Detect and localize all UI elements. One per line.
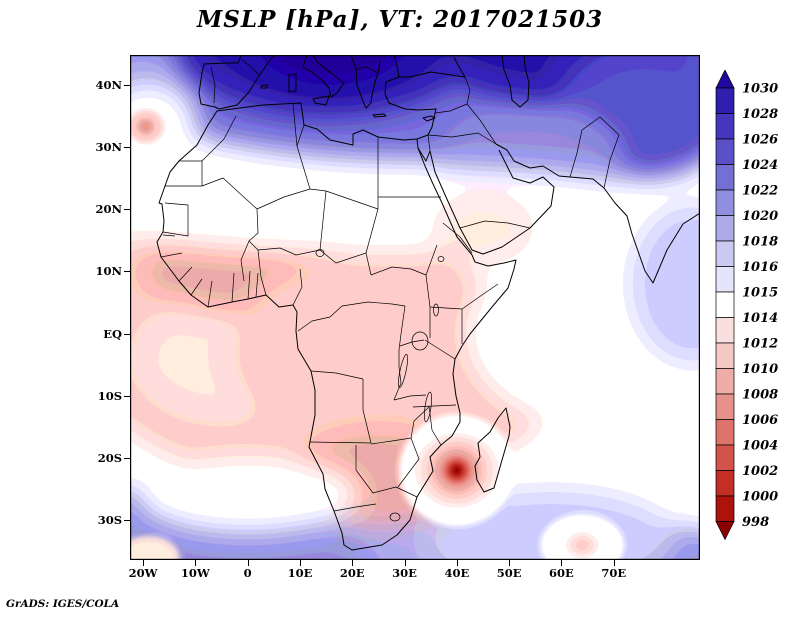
pressure-fill-field (130, 55, 700, 560)
colorbar-label: 1012 (742, 337, 778, 352)
plot-title: MSLP [hPa], VT: 2017021503 (196, 6, 604, 33)
colorbar-label: 1004 (742, 439, 778, 454)
x-axis-tick (143, 560, 145, 566)
x-axis-tick (299, 560, 301, 566)
colorbar-segment (715, 317, 735, 344)
colorbar-label: 998 (742, 515, 769, 530)
colorbar-label: 1010 (742, 362, 778, 377)
x-axis-tick (561, 560, 563, 566)
y-axis-tick (124, 395, 130, 397)
colorbar-label: 1006 (742, 413, 778, 428)
colorbar-segment (715, 87, 735, 114)
y-axis-tick (124, 209, 130, 211)
x-axis-tick (247, 560, 249, 566)
colorbar-label: 1008 (742, 388, 778, 403)
colorbar-segment (715, 138, 735, 165)
coastlines (156, 55, 700, 551)
colorbar-segment (715, 419, 735, 446)
country-borders (160, 58, 620, 522)
x-axis-tick (509, 560, 511, 566)
x-axis-label: 30E (392, 566, 417, 580)
colorbar-label: 1014 (742, 311, 778, 326)
y-axis-label: 30S (97, 513, 122, 528)
x-axis-label: 20E (339, 566, 365, 580)
y-axis-label: EQ (103, 326, 122, 341)
x-axis-label: 70E (601, 566, 627, 580)
x-axis-tick (352, 560, 354, 566)
y-axis-tick (124, 84, 130, 86)
y-axis-label: 10S (97, 388, 122, 403)
x-axis-tick (613, 560, 615, 566)
y-axis-tick (124, 458, 130, 459)
colorbar-label: 1022 (742, 184, 778, 199)
y-axis-label: 20S (97, 451, 122, 465)
lakes (315, 249, 445, 423)
y-axis-tick (124, 333, 130, 335)
colorbar-segment (715, 291, 735, 318)
x-axis-label: 60E (549, 566, 574, 580)
colorbar-label: 1030 (742, 82, 778, 97)
map-plot-area (130, 55, 700, 560)
colorbar-segment (715, 70, 735, 89)
y-axis-tick (124, 520, 130, 522)
colorbar-segment (715, 113, 735, 140)
colorbar-label: 1026 (742, 133, 778, 148)
x-axis-tick (456, 560, 458, 566)
colorbar-label: 1016 (742, 260, 778, 275)
x-axis-label: 10W (180, 566, 210, 580)
x-axis-label: 10E (287, 566, 313, 580)
colorbar-segment (715, 164, 735, 191)
x-axis-label: 20W (128, 566, 158, 580)
y-axis-label: 20N (95, 202, 122, 217)
colorbar-segment (715, 521, 735, 541)
x-axis-label: 0 (243, 566, 252, 580)
x-axis-tick (195, 560, 197, 566)
colorbar-label: 1020 (742, 209, 778, 224)
colorbar-label: 1028 (742, 107, 778, 122)
y-axis-tick (124, 271, 130, 273)
colorbar-segment (715, 215, 735, 242)
y-axis-tick (124, 147, 130, 149)
colorbar-segment (715, 266, 735, 293)
y-axis-label: 30N (95, 140, 122, 155)
colorbar-label: 1018 (742, 235, 778, 250)
colorbar-label: 1015 (742, 286, 778, 301)
plot-frame (130, 55, 700, 560)
y-axis-label: 40N (95, 77, 122, 92)
colorbar-segment (715, 368, 735, 395)
colorbar-label: 1000 (742, 490, 778, 505)
x-axis-tick (404, 560, 406, 566)
x-axis-label: 50E (496, 566, 522, 580)
colorbar-label: 1024 (742, 158, 778, 173)
colorbar-segment (715, 393, 735, 420)
colorbar-segment (715, 240, 735, 267)
colorbar-segment (715, 495, 735, 522)
colorbar-segment (715, 444, 735, 471)
y-axis-label: 10N (95, 264, 122, 279)
x-axis-label: 40E (444, 566, 470, 580)
colorbar: 1030 1028 1026 1024 1022 1020 1018 1016 1015 1014… (715, 70, 778, 541)
colorbar-segment (715, 342, 735, 369)
colorbar-segment (715, 470, 735, 497)
colorbar-segment (715, 189, 735, 216)
colorbar-label: 1002 (742, 464, 778, 479)
grads-credit: GrADS: IGES/COLA (6, 598, 120, 610)
